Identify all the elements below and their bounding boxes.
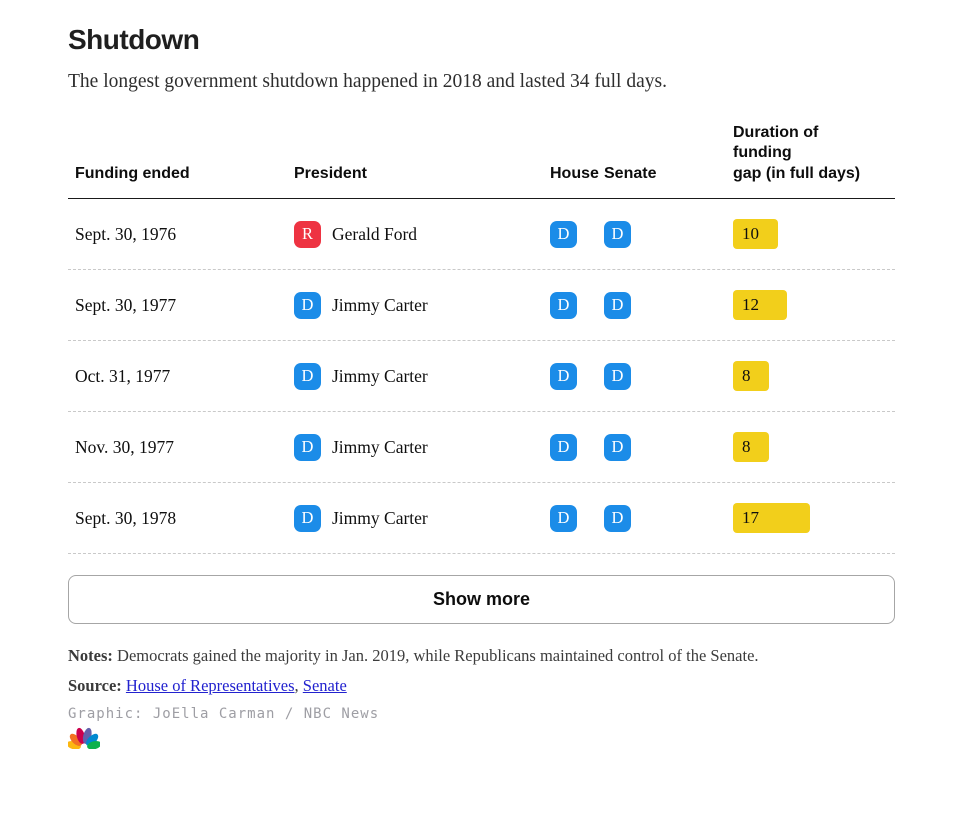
duration-bar: 12 <box>733 290 787 320</box>
house-cell: D <box>543 220 597 248</box>
column-header-funding-ended: Funding ended <box>75 165 190 183</box>
duration-cell: 10 <box>726 219 895 249</box>
notes: Notes: Democrats gained the majority in … <box>68 644 858 668</box>
house-party-badge: D <box>550 220 577 248</box>
page-subtitle: The longest government shutdown happened… <box>68 71 667 92</box>
source-link-house[interactable]: House of Representatives <box>125 675 295 695</box>
president-cell: D Jimmy Carter <box>287 504 543 532</box>
column-header-duration: Duration of funding gap (in full days) <box>733 123 861 183</box>
duration-bar: 8 <box>733 432 769 462</box>
president-name: Jimmy Carter <box>332 436 428 457</box>
senate-party-badge: D <box>604 291 631 319</box>
duration-bar: 8 <box>733 361 769 391</box>
house-cell: D <box>543 362 597 390</box>
graphic-credit: Graphic: JoElla Carman / NBC News <box>68 705 380 722</box>
table-row: Nov. 30, 1977 D Jimmy Carter D D 8 <box>68 412 895 483</box>
president-name: Jimmy Carter <box>332 365 428 386</box>
duration-cell: 8 <box>726 432 895 462</box>
source-label: Source: <box>68 675 122 695</box>
duration-cell: 8 <box>726 361 895 391</box>
president-name: Jimmy Carter <box>332 294 428 315</box>
duration-cell: 12 <box>726 290 895 320</box>
shutdown-table: Funding ended President House Senate Dur… <box>68 121 895 554</box>
table-row: Sept. 30, 1976 R Gerald Ford D D 10 <box>68 199 895 270</box>
president-name: Gerald Ford <box>332 223 418 244</box>
senate-cell: D <box>597 362 726 390</box>
president-party-badge: D <box>294 291 321 319</box>
senate-cell: D <box>597 504 726 532</box>
president-cell: D Jimmy Carter <box>287 433 543 461</box>
president-party-badge: D <box>294 362 321 390</box>
senate-cell: D <box>597 433 726 461</box>
table-body: Sept. 30, 1976 R Gerald Ford D D 10 Sept… <box>68 199 895 554</box>
house-party-badge: D <box>550 362 577 390</box>
duration-bar: 17 <box>733 503 810 533</box>
funding-ended-cell: Sept. 30, 1978 <box>75 507 177 528</box>
show-more-button[interactable]: Show more <box>68 575 895 624</box>
table-row: Sept. 30, 1978 D Jimmy Carter D D 17 <box>68 483 895 554</box>
president-cell: D Jimmy Carter <box>287 362 543 390</box>
source-line: Source: House of Representatives, Senate <box>68 676 895 696</box>
column-header-house: House <box>550 165 599 183</box>
shutdown-graphic: Shutdown The longest government shutdown… <box>66 24 895 754</box>
senate-cell: D <box>597 291 726 319</box>
house-party-badge: D <box>550 504 577 532</box>
house-cell: D <box>543 291 597 319</box>
funding-ended-cell: Sept. 30, 1976 <box>75 223 177 244</box>
funding-ended-cell: Nov. 30, 1977 <box>75 436 175 457</box>
president-party-badge: D <box>294 433 321 461</box>
column-header-senate: Senate <box>604 165 657 183</box>
column-header-president: President <box>294 165 367 183</box>
house-party-badge: D <box>550 433 577 461</box>
house-cell: D <box>543 504 597 532</box>
table-header-row: Funding ended President House Senate Dur… <box>68 121 895 199</box>
source-link-senate[interactable]: Senate <box>302 675 347 695</box>
table-row: Oct. 31, 1977 D Jimmy Carter D D 8 <box>68 341 895 412</box>
source-separator: , <box>294 675 303 695</box>
funding-ended-cell: Oct. 31, 1977 <box>75 365 171 386</box>
nbc-peacock-logo <box>66 726 895 754</box>
senate-party-badge: D <box>604 220 631 248</box>
notes-label: Notes: <box>68 646 113 665</box>
president-party-badge: R <box>294 220 321 248</box>
page-title: Shutdown <box>68 24 200 55</box>
table-row: Sept. 30, 1977 D Jimmy Carter D D 12 <box>68 270 895 341</box>
president-cell: R Gerald Ford <box>287 220 543 248</box>
president-party-badge: D <box>294 504 321 532</box>
funding-ended-cell: Sept. 30, 1977 <box>75 294 177 315</box>
house-cell: D <box>543 433 597 461</box>
duration-bar: 10 <box>733 219 778 249</box>
senate-party-badge: D <box>604 362 631 390</box>
president-cell: D Jimmy Carter <box>287 291 543 319</box>
duration-cell: 17 <box>726 503 895 533</box>
senate-party-badge: D <box>604 504 631 532</box>
senate-cell: D <box>597 220 726 248</box>
president-name: Jimmy Carter <box>332 507 428 528</box>
notes-text: Democrats gained the majority in Jan. 20… <box>112 646 759 665</box>
house-party-badge: D <box>550 291 577 319</box>
senate-party-badge: D <box>604 433 631 461</box>
